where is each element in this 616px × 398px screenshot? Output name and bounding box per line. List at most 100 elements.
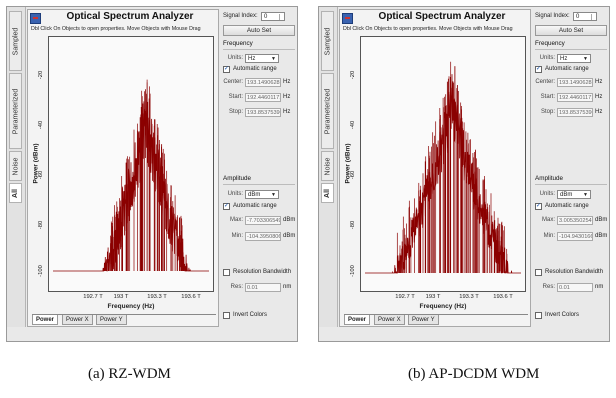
- frequency-auto-range-checkbox[interactable]: ✓: [223, 66, 230, 73]
- tab-parameterized[interactable]: Parameterized: [321, 73, 334, 149]
- spectrum-trace: [53, 79, 209, 272]
- max-field[interactable]: -7.703306549: [245, 216, 281, 225]
- unit-dbm: dBm: [595, 233, 608, 239]
- tab-all[interactable]: All: [321, 183, 334, 203]
- y-tick-label: -60: [38, 170, 44, 180]
- frequency-units-select[interactable]: Hz ▼: [245, 54, 279, 63]
- auto-set-button[interactable]: Auto Set: [223, 25, 295, 36]
- stop-field[interactable]: 193.85375390: [245, 108, 281, 117]
- y-axis-label: Power (dBm): [32, 143, 40, 184]
- unit-dbm: dBm: [595, 217, 608, 223]
- start-label: Start:: [228, 94, 243, 100]
- min-field[interactable]: -104.3950806: [245, 232, 281, 241]
- tab-noise[interactable]: Noise: [321, 151, 334, 181]
- unit-dbm: dBm: [283, 233, 296, 239]
- tab-all[interactable]: All: [9, 183, 22, 203]
- tab-noise[interactable]: Noise: [9, 151, 22, 181]
- units-label: Units:: [539, 55, 555, 61]
- chevron-down-icon: ▼: [583, 56, 588, 62]
- res-field[interactable]: 0.01: [245, 283, 281, 292]
- unit-hz: Hz: [283, 94, 291, 100]
- res-label: Res:: [230, 284, 243, 290]
- resolution-bandwidth-checkbox[interactable]: [223, 269, 230, 276]
- divider: [223, 49, 295, 50]
- units-label: Units:: [539, 191, 555, 197]
- instruction-text: Dbl Click On Objects to open properties.…: [31, 26, 201, 32]
- stop-field[interactable]: 193.85375390: [557, 108, 593, 117]
- divider: [535, 184, 607, 185]
- settings-panel: Signal Index: 0 Auto Set Frequency Units…: [221, 9, 297, 327]
- amplitude-units-select[interactable]: dBm ▼: [245, 190, 279, 199]
- auto-range-label: Automatic range: [545, 203, 589, 209]
- center-field[interactable]: 193.14906281: [245, 78, 281, 87]
- stop-label: Stop:: [540, 109, 555, 115]
- amplitude-auto-range-checkbox[interactable]: ✓: [535, 203, 542, 210]
- min-label: Min:: [543, 233, 555, 239]
- unit-hz: Hz: [595, 109, 603, 115]
- bottom-tab-strip: Power Power X Power Y: [32, 314, 216, 326]
- auto-set-button[interactable]: Auto Set: [535, 25, 607, 36]
- signal-index-label: Signal Index:: [223, 13, 258, 19]
- amplitude-heading: Amplitude: [223, 175, 252, 182]
- analyzer-app-icon: [342, 13, 353, 24]
- amplitude-units-select[interactable]: dBm ▼: [557, 190, 591, 199]
- resolution-bandwidth-label: Resolution Bandwidth: [233, 269, 292, 275]
- tab-power-y[interactable]: Power Y: [96, 315, 127, 325]
- amplitude-auto-range-checkbox[interactable]: ✓: [223, 203, 230, 210]
- auto-range-label: Automatic range: [233, 203, 277, 209]
- signal-index-spinner[interactable]: 0: [261, 12, 285, 21]
- max-label: Max:: [541, 217, 555, 223]
- center-label: Center:: [535, 79, 555, 85]
- resolution-bandwidth-checkbox[interactable]: [535, 269, 542, 276]
- tab-power[interactable]: Power: [344, 315, 371, 325]
- x-tick-label: 193 T: [113, 294, 129, 300]
- resolution-bandwidth-label: Resolution Bandwidth: [545, 269, 604, 275]
- divider: [223, 184, 295, 185]
- max-label: Max:: [229, 217, 243, 223]
- invert-colors-checkbox[interactable]: [535, 312, 542, 319]
- center-label: Center:: [223, 79, 243, 85]
- invert-colors-checkbox[interactable]: [223, 312, 230, 319]
- frequency-units-select[interactable]: Hz ▼: [557, 54, 591, 63]
- tab-power-x[interactable]: Power X: [62, 315, 93, 325]
- auto-range-label: Automatic range: [233, 66, 277, 72]
- unit-nm: nm: [283, 284, 292, 290]
- y-tick-label: -80: [38, 220, 44, 230]
- tab-sampled[interactable]: Sampled: [321, 11, 334, 71]
- y-tick-label: -40: [38, 120, 44, 130]
- x-tick-label: 192.7 T: [83, 294, 103, 300]
- y-tick-label: -100: [38, 265, 44, 277]
- start-field[interactable]: 192.44601171: [557, 93, 593, 102]
- frequency-auto-range-checkbox[interactable]: ✓: [535, 66, 542, 73]
- y-tick-label: -40: [350, 120, 356, 130]
- auto-range-label: Automatic range: [545, 66, 589, 72]
- tab-power-y[interactable]: Power Y: [408, 315, 439, 325]
- res-field[interactable]: 0.01: [557, 283, 593, 292]
- tab-power-x[interactable]: Power X: [374, 315, 405, 325]
- center-field[interactable]: 193.14906281: [557, 78, 593, 87]
- min-field[interactable]: -104.9430166: [557, 232, 593, 241]
- x-tick-label: 193.3 T: [147, 294, 167, 300]
- stop-label: Stop:: [228, 109, 243, 115]
- invert-colors-label: Invert Colors: [233, 312, 268, 318]
- x-axis-label: Frequency (Hz): [107, 303, 155, 310]
- tab-power[interactable]: Power: [32, 315, 59, 325]
- y-tick-label: -20: [38, 70, 44, 80]
- tab-sampled[interactable]: Sampled: [9, 11, 22, 71]
- window-title: Optical Spectrum Analyzer: [66, 11, 194, 22]
- settings-panel: Signal Index: 0 Auto Set Frequency Units…: [533, 9, 609, 327]
- window-title: Optical Spectrum Analyzer: [378, 11, 506, 22]
- amplitude-heading: Amplitude: [535, 175, 564, 182]
- x-tick-label: 193.6 T: [493, 294, 513, 300]
- unit-hz: Hz: [595, 79, 603, 85]
- signal-index-spinner[interactable]: 0: [573, 12, 597, 21]
- y-tick-label: -80: [350, 220, 356, 230]
- max-field[interactable]: 3.0053502549: [557, 216, 593, 225]
- spectrum-plot-area[interactable]: [48, 36, 214, 292]
- y-tick-label: -100: [350, 265, 356, 277]
- spectrum-trace: [365, 61, 521, 274]
- tab-parameterized[interactable]: Parameterized: [9, 73, 22, 149]
- chevron-down-icon: ▼: [271, 192, 276, 198]
- spectrum-plot-area[interactable]: [360, 36, 526, 292]
- start-field[interactable]: 192.44601171: [245, 93, 281, 102]
